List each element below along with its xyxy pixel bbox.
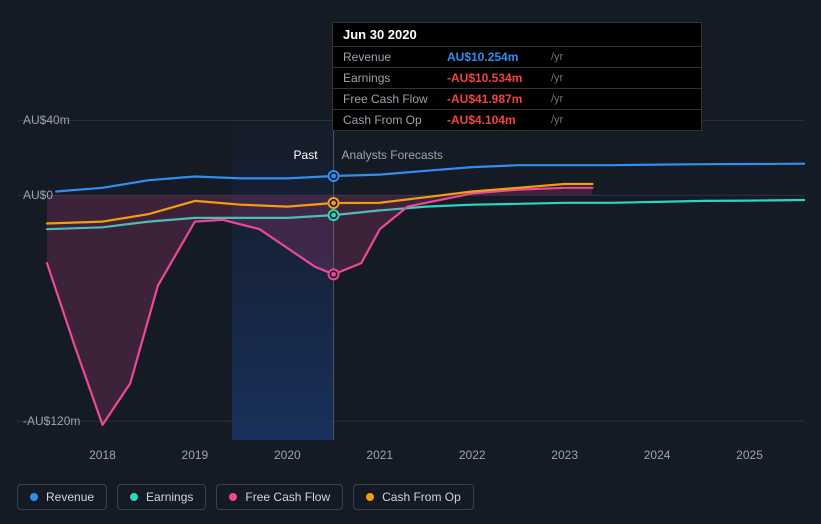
tooltip-metric-suffix: /yr xyxy=(551,51,563,63)
legend-label: Free Cash Flow xyxy=(245,490,330,504)
label-forecasts: Analysts Forecasts xyxy=(342,148,443,162)
legend-item-earnings[interactable]: Earnings xyxy=(117,484,206,510)
x-tick-label: 2024 xyxy=(644,448,671,462)
legend-dot-icon xyxy=(229,493,237,501)
legend-label: Earnings xyxy=(146,490,193,504)
legend-dot-icon xyxy=(130,493,138,501)
legend-label: Revenue xyxy=(46,490,94,504)
tooltip-metric-value: AU$10.254m xyxy=(447,50,537,64)
legend-item-cfo[interactable]: Cash From Op xyxy=(353,484,474,510)
tooltip-metric-suffix: /yr xyxy=(551,72,563,84)
x-axis-labels: 2018 2019 2020 2021 2022 2023 2024 2025 xyxy=(17,448,805,466)
x-tick-label: 2020 xyxy=(274,448,301,462)
x-tick-label: 2021 xyxy=(366,448,393,462)
tooltip-row: Cash From Op -AU$4.104m/yr xyxy=(333,110,701,130)
tooltip-metric-label: Free Cash Flow xyxy=(343,92,433,106)
x-tick-label: 2022 xyxy=(459,448,486,462)
chart-svg xyxy=(17,120,805,440)
legend-item-revenue[interactable]: Revenue xyxy=(17,484,107,510)
tooltip-metric-suffix: /yr xyxy=(551,93,563,105)
tooltip-row: Earnings -AU$10.534m/yr xyxy=(333,68,701,89)
tooltip-metric-value: -AU$10.534m xyxy=(447,71,537,85)
tooltip-row: Revenue AU$10.254m/yr xyxy=(333,47,701,68)
x-tick-label: 2018 xyxy=(89,448,116,462)
tooltip-metric-value: -AU$4.104m xyxy=(447,113,537,127)
tooltip-row: Free Cash Flow -AU$41.987m/yr xyxy=(333,89,701,110)
tooltip-metric-suffix: /yr xyxy=(551,114,563,126)
legend-label: Cash From Op xyxy=(382,490,461,504)
y-tick-label: AU$0 xyxy=(23,188,53,202)
x-tick-label: 2019 xyxy=(182,448,209,462)
tooltip-metric-label: Cash From Op xyxy=(343,113,433,127)
tooltip-metric-label: Earnings xyxy=(343,71,433,85)
legend-dot-icon xyxy=(366,493,374,501)
legend-dot-icon xyxy=(30,493,38,501)
label-past: Past xyxy=(294,148,318,162)
legend: Revenue Earnings Free Cash Flow Cash From O… xyxy=(17,484,474,510)
y-tick-label: AU$40m xyxy=(23,113,70,127)
tooltip-date: Jun 30 2020 xyxy=(333,23,701,47)
tooltip-metric-value: -AU$41.987m xyxy=(447,92,537,106)
tooltip-metric-label: Revenue xyxy=(343,50,433,64)
x-tick-label: 2023 xyxy=(551,448,578,462)
y-tick-label: -AU$120m xyxy=(23,414,80,428)
legend-item-fcf[interactable]: Free Cash Flow xyxy=(216,484,343,510)
chart-tooltip: Jun 30 2020 RevenueAU$10.254m/yrEarnings… xyxy=(332,22,702,131)
chart-plot-area: Past Analysts Forecasts xyxy=(17,120,805,440)
x-tick-label: 2025 xyxy=(736,448,763,462)
